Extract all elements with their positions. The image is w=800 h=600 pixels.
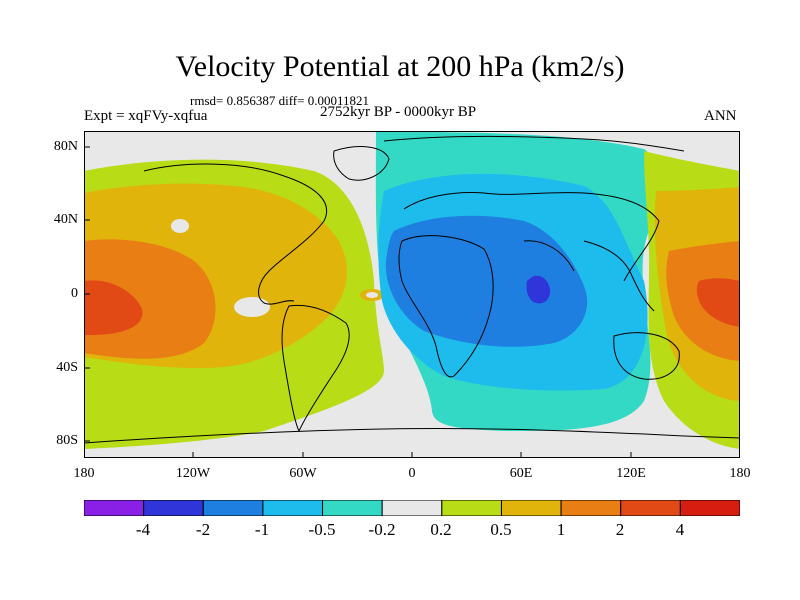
coastline-europe xyxy=(403,192,660,282)
colorbar-cell xyxy=(84,500,145,516)
colorbar-cell xyxy=(322,500,383,516)
colorbar-cell xyxy=(262,500,324,516)
contour-2-west xyxy=(84,280,143,336)
patch-atlantic-inner xyxy=(366,292,378,298)
page-title: Velocity Potential at 200 hPa (km2/s) xyxy=(175,50,625,83)
y-label-40s: 40S xyxy=(56,360,78,375)
neutral-hole-caribbean xyxy=(234,297,270,317)
colorbar xyxy=(84,500,740,516)
x-label-180-east: 180 xyxy=(729,466,751,481)
colorbar-label: -2 xyxy=(195,520,211,539)
colorbar-cell xyxy=(679,500,740,516)
season-label: ANN xyxy=(704,108,737,124)
colorbar-cell xyxy=(202,500,264,516)
coastline-australia xyxy=(613,332,680,380)
colorbar-label: -0.2 xyxy=(368,520,396,539)
neutral-hole-west xyxy=(171,219,189,233)
y-label-0: 0 xyxy=(71,286,78,301)
velocity-potential-map xyxy=(84,131,740,458)
colorbar-cell xyxy=(560,500,622,516)
coastline-greenland xyxy=(333,146,390,181)
coastline-asia xyxy=(523,240,655,312)
colorbar-label: 0.2 xyxy=(430,520,452,539)
colorbar-label: 0.5 xyxy=(490,520,512,539)
x-label-60w: 60W xyxy=(289,466,317,481)
x-label-60e: 60E xyxy=(509,466,533,481)
colorbar-cell xyxy=(143,500,204,516)
coastline-south-america xyxy=(281,304,350,433)
colorbar-label: -1 xyxy=(254,520,270,539)
colorbar-label: -0.5 xyxy=(308,520,336,539)
colorbar-label: -4 xyxy=(135,520,151,539)
tick-marks xyxy=(84,146,632,458)
period-label: 2752kyr BP - 0000kyr BP xyxy=(320,104,477,120)
coastline-arctic xyxy=(383,136,685,152)
x-label-120e: 120E xyxy=(616,466,646,481)
colorbar-cell xyxy=(381,500,443,516)
coastline-antarctica xyxy=(84,427,740,444)
coastlines xyxy=(84,136,740,444)
contour-neg2-east xyxy=(526,275,551,304)
experiment-label: Expt = xqFVy-xqfua xyxy=(84,108,208,124)
colorbar-label: 2 xyxy=(615,520,625,539)
coastline-north-america xyxy=(143,163,327,305)
x-label-180-west: 180 xyxy=(73,466,95,481)
colorbar-cell xyxy=(620,500,681,516)
y-label-40n: 40N xyxy=(53,212,78,227)
x-label-0: 0 xyxy=(408,466,416,481)
y-label-80s: 80S xyxy=(56,433,78,448)
y-label-80n: 80N xyxy=(53,139,78,154)
contour-neg1-east xyxy=(385,215,588,347)
colorbar-label: 1 xyxy=(556,520,566,539)
contour-field xyxy=(84,131,740,458)
contour-2-east xyxy=(696,278,740,327)
x-label-120w: 120W xyxy=(175,466,211,481)
colorbar-cell xyxy=(500,500,562,516)
stats-line: rmsd= 0.856387 diff= 0.00011821 xyxy=(190,93,369,108)
colorbar-cell xyxy=(441,500,502,516)
colorbar-label: 4 xyxy=(675,520,685,539)
coastline-africa xyxy=(398,235,494,378)
